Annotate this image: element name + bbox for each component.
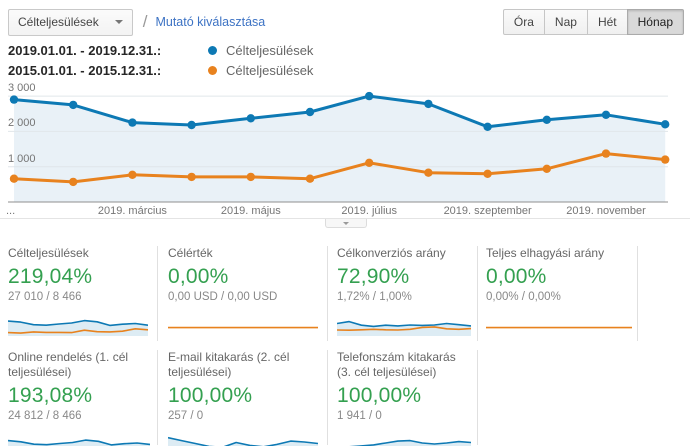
card-divider xyxy=(157,246,158,341)
legend-dot-blue-icon xyxy=(208,45,217,55)
sparkline-chart xyxy=(8,319,148,336)
x-axis-tick-label: ... xyxy=(6,205,16,217)
legend-date-range: 2015.01.01. - 2015.12.31.: xyxy=(8,62,162,78)
card-subvalue: 1,72% / 1,00% xyxy=(337,291,412,303)
sparkline-chart xyxy=(168,326,318,329)
y-axis-tick-label: 3 000 xyxy=(8,82,36,95)
card-subvalue: 257 / 0 xyxy=(168,410,204,422)
sparkline-chart xyxy=(8,439,150,446)
scorecard-goal2-email-reveal[interactable]: E-mail kitakarás (2. cél teljesülései) 1… xyxy=(168,350,318,446)
legend-row-2015: 2015.01.01. - 2015.12.31.: Célteljesülés… xyxy=(8,62,313,78)
y-axis-tick-label: 1 000 xyxy=(8,152,36,165)
granularity-button-day[interactable]: Nap xyxy=(543,9,588,35)
x-axis-tick-label: 2019. május xyxy=(220,205,281,217)
card-title: Célkonverziós arány xyxy=(337,246,446,260)
card-subvalue: 27 010 / 8 466 xyxy=(8,291,82,303)
x-axis-tick-label: 2019. március xyxy=(97,205,167,217)
card-divider xyxy=(477,246,478,341)
card-title: Telefonszám kitakarás (3. cél teljesülés… xyxy=(337,350,456,379)
card-subvalue: 0,00% / 0,00% xyxy=(486,291,561,303)
card-title: Célérték xyxy=(168,246,213,260)
chevron-down-icon xyxy=(343,221,349,225)
x-axis-tick-label: 2019. szeptember xyxy=(443,205,532,217)
legend-series-label: Célteljesülések xyxy=(226,42,314,58)
granularity-button-group: Óra Nap Hét Hónap xyxy=(502,9,684,35)
scorecard-goal-conversion-rate[interactable]: Célkonverziós arány 72,90% 1,72% / 1,00% xyxy=(337,246,471,339)
card-divider xyxy=(327,246,328,341)
card-title: E-mail kitakarás (2. cél teljesülései) xyxy=(168,350,290,379)
card-subvalue: 1 941 / 0 xyxy=(337,410,382,422)
chart-bottom-divider xyxy=(0,218,690,219)
separator-slash: / xyxy=(142,12,148,31)
granularity-button-week[interactable]: Hét xyxy=(586,9,628,35)
legend-row-2019: 2019.01.01. - 2019.12.31.: Célteljesülés… xyxy=(8,42,313,58)
card-value: 219,04% xyxy=(8,265,93,288)
chart-collapse-tab[interactable] xyxy=(325,219,367,228)
metric-selector-label: Célteljesülések xyxy=(18,15,99,29)
sparkline-chart xyxy=(337,320,471,336)
card-title: Teljes elhagyási arány xyxy=(486,246,605,260)
sparkline-chart xyxy=(349,439,471,446)
metric-selector-dropdown[interactable]: Célteljesülések xyxy=(8,8,133,36)
scorecard-goal-completions[interactable]: Célteljesülések 219,04% 27 010 / 8 466 xyxy=(8,246,148,339)
legend-date-range: 2019.01.01. - 2019.12.31.: xyxy=(8,42,162,58)
granularity-button-hour[interactable]: Óra xyxy=(502,9,545,35)
scorecard-goal-value[interactable]: Célérték 0,00% 0,00 USD / 0,00 USD xyxy=(168,246,318,339)
chevron-down-icon xyxy=(114,20,123,24)
card-value: 0,00% xyxy=(486,265,547,288)
card-subvalue: 24 812 / 8 466 xyxy=(8,410,82,422)
card-divider xyxy=(157,350,158,445)
legend-dot-orange-icon xyxy=(208,65,217,75)
card-divider xyxy=(477,350,478,445)
legend-series-label: Célteljesülések xyxy=(226,62,314,78)
card-subvalue: 0,00 USD / 0,00 USD xyxy=(168,291,278,303)
card-divider xyxy=(327,350,328,445)
toolbar: Célteljesülések / Mutató kiválasztása Ór… xyxy=(8,8,684,36)
scorecard-goal3-phone-reveal[interactable]: Telefonszám kitakarás (3. cél teljesülés… xyxy=(337,350,471,446)
sparkline-chart xyxy=(486,326,632,329)
card-value: 193,08% xyxy=(8,384,93,407)
card-value: 72,90% xyxy=(337,265,410,288)
select-metric-link[interactable]: Mutató kiválasztása xyxy=(155,15,266,29)
card-value: 100,00% xyxy=(168,384,253,407)
card-value: 100,00% xyxy=(337,384,422,407)
scorecard-goal1-online-order[interactable]: Online rendelés (1. cél teljesülései) 19… xyxy=(8,350,150,446)
chart-canvas[interactable] xyxy=(0,84,690,206)
card-title: Online rendelés (1. cél teljesülései) xyxy=(8,350,129,379)
timeseries-chart[interactable]: 1 000 2 000 3 000... 2019. március 2019. máj… xyxy=(0,82,690,218)
sparkline-chart xyxy=(168,436,318,446)
card-title: Célteljesülések xyxy=(8,246,89,260)
y-axis-tick-label: 2 000 xyxy=(8,117,36,130)
x-axis-tick-label: 2019. július xyxy=(341,205,398,217)
scorecard-total-abandonment-rate[interactable]: Teljes elhagyási arány 0,00% 0,00% / 0,0… xyxy=(486,246,632,339)
x-axis-tick-label: 2019. november xyxy=(566,205,646,217)
granularity-button-month[interactable]: Hónap xyxy=(626,9,684,35)
card-divider xyxy=(637,246,638,341)
card-value: 0,00% xyxy=(168,265,229,288)
